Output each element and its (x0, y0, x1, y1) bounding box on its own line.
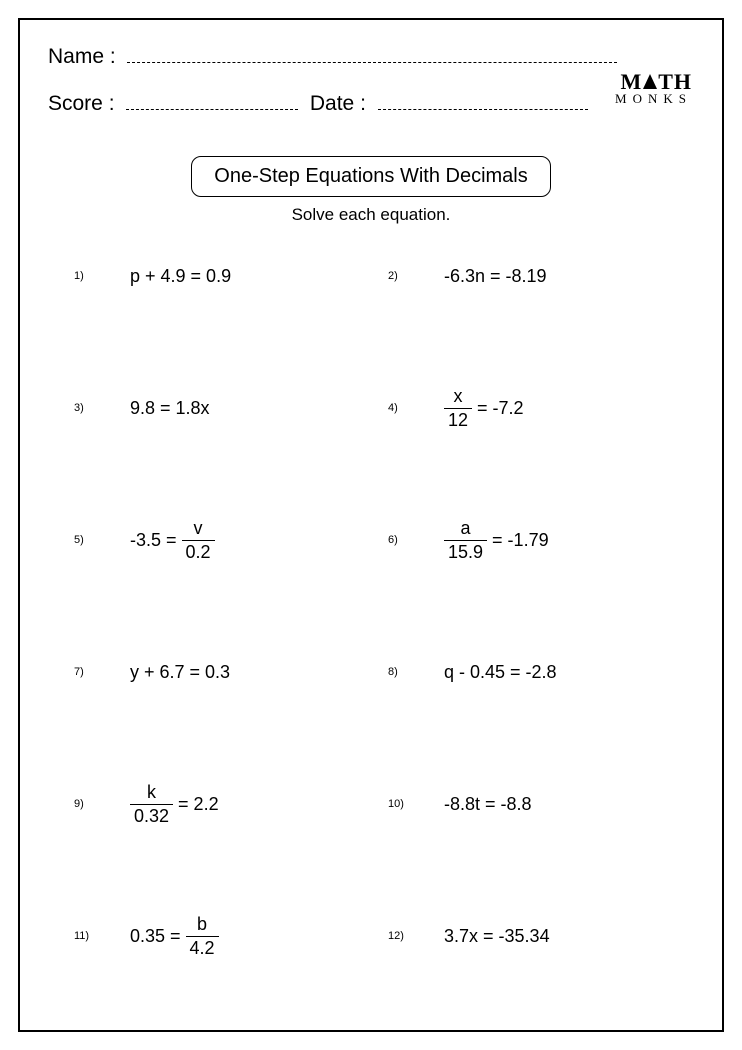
problem-6: 6)a15.9 = -1.79 (388, 517, 682, 563)
logo-triangle-icon (643, 74, 657, 89)
problem-number: 7) (74, 666, 130, 678)
page-border: Name : Score : Date : MTH MONKS One-Step… (18, 18, 724, 1032)
equation-text: y + 6.7 = 0.3 (130, 662, 230, 683)
logo-line1: MTH (615, 72, 692, 93)
score-date-row: Score : Date : (48, 87, 694, 116)
equation-rhs: = 2.2 (178, 794, 219, 815)
equation-text: q - 0.45 = -2.8 (444, 662, 557, 683)
problem-8: 8)q - 0.45 = -2.8 (388, 649, 682, 695)
fraction: k0.32 (130, 782, 173, 826)
equation-text: 3.7x = -35.34 (444, 926, 550, 947)
problem-equation: 3.7x = -35.34 (444, 926, 550, 947)
score-blank[interactable] (126, 87, 298, 110)
equation-text: p + 4.9 = 0.9 (130, 266, 231, 287)
fraction-denominator: 15.9 (444, 540, 487, 563)
problem-1: 1)p + 4.9 = 0.9 (74, 253, 368, 299)
fraction-numerator: a (457, 518, 475, 540)
fraction: v0.2 (182, 518, 215, 562)
problem-2: 2)-6.3n = -8.19 (388, 253, 682, 299)
name-blank[interactable] (127, 40, 617, 63)
problem-12: 12)3.7x = -35.34 (388, 913, 682, 959)
problem-number: 12) (388, 930, 444, 942)
problem-equation: p + 4.9 = 0.9 (130, 266, 231, 287)
equation-text: 9.8 = 1.8x (130, 398, 210, 419)
equation-lhs: -3.5 = (130, 530, 177, 551)
problem-number: 1) (74, 270, 130, 282)
fraction: a15.9 (444, 518, 487, 562)
problem-equation: -8.8t = -8.8 (444, 794, 532, 815)
header-area: Name : Score : Date : MTH MONKS (20, 20, 722, 142)
problem-equation: -6.3n = -8.19 (444, 266, 547, 287)
problem-number: 5) (74, 534, 130, 546)
problem-equation: q - 0.45 = -2.8 (444, 662, 557, 683)
problem-equation: k0.32 = 2.2 (130, 782, 219, 826)
equation-lhs: 0.35 = (130, 926, 181, 947)
name-label: Name : (48, 45, 116, 69)
name-row: Name : (48, 40, 694, 69)
problem-equation: 9.8 = 1.8x (130, 398, 210, 419)
date-blank[interactable] (378, 87, 588, 110)
problem-equation: x12 = -7.2 (444, 386, 524, 430)
fraction: x12 (444, 386, 472, 430)
fraction-numerator: b (193, 914, 211, 936)
problem-number: 2) (388, 270, 444, 282)
worksheet-subtitle: Solve each equation. (20, 205, 722, 225)
problem-equation: -3.5 = v0.2 (130, 518, 215, 562)
problem-4: 4)x12 = -7.2 (388, 385, 682, 431)
problem-equation: 0.35 = b4.2 (130, 914, 219, 958)
problem-number: 6) (388, 534, 444, 546)
fraction-numerator: x (450, 386, 467, 408)
problem-number: 8) (388, 666, 444, 678)
fraction-numerator: v (190, 518, 207, 540)
problems-grid: 1)p + 4.9 = 0.9 2)-6.3n = -8.19 3)9.8 = 1.… (20, 253, 722, 959)
score-label: Score : (48, 92, 115, 116)
problem-number: 10) (388, 798, 444, 810)
logo-line2: MONKS (615, 93, 692, 105)
equation-text: -6.3n = -8.19 (444, 266, 547, 287)
fraction-denominator: 0.32 (130, 804, 173, 827)
logo: MTH MONKS (615, 72, 692, 105)
problem-equation: a15.9 = -1.79 (444, 518, 549, 562)
problem-number: 9) (74, 798, 130, 810)
problem-9: 9)k0.32 = 2.2 (74, 781, 368, 827)
date-label: Date : (310, 92, 366, 116)
equation-rhs: = -1.79 (492, 530, 549, 551)
problem-number: 11) (74, 930, 130, 942)
fraction-numerator: k (143, 782, 160, 804)
problem-number: 4) (388, 402, 444, 414)
fraction-denominator: 0.2 (182, 540, 215, 563)
worksheet-title: One-Step Equations With Decimals (191, 156, 550, 197)
fraction-denominator: 4.2 (186, 936, 219, 959)
problem-10: 10)-8.8t = -8.8 (388, 781, 682, 827)
problem-equation: y + 6.7 = 0.3 (130, 662, 230, 683)
equation-rhs: = -7.2 (477, 398, 524, 419)
problem-number: 3) (74, 402, 130, 414)
problem-5: 5)-3.5 = v0.2 (74, 517, 368, 563)
fraction-denominator: 12 (444, 408, 472, 431)
problem-11: 11)0.35 = b4.2 (74, 913, 368, 959)
equation-text: -8.8t = -8.8 (444, 794, 532, 815)
fraction: b4.2 (186, 914, 219, 958)
problem-7: 7)y + 6.7 = 0.3 (74, 649, 368, 695)
problem-3: 3)9.8 = 1.8x (74, 385, 368, 431)
